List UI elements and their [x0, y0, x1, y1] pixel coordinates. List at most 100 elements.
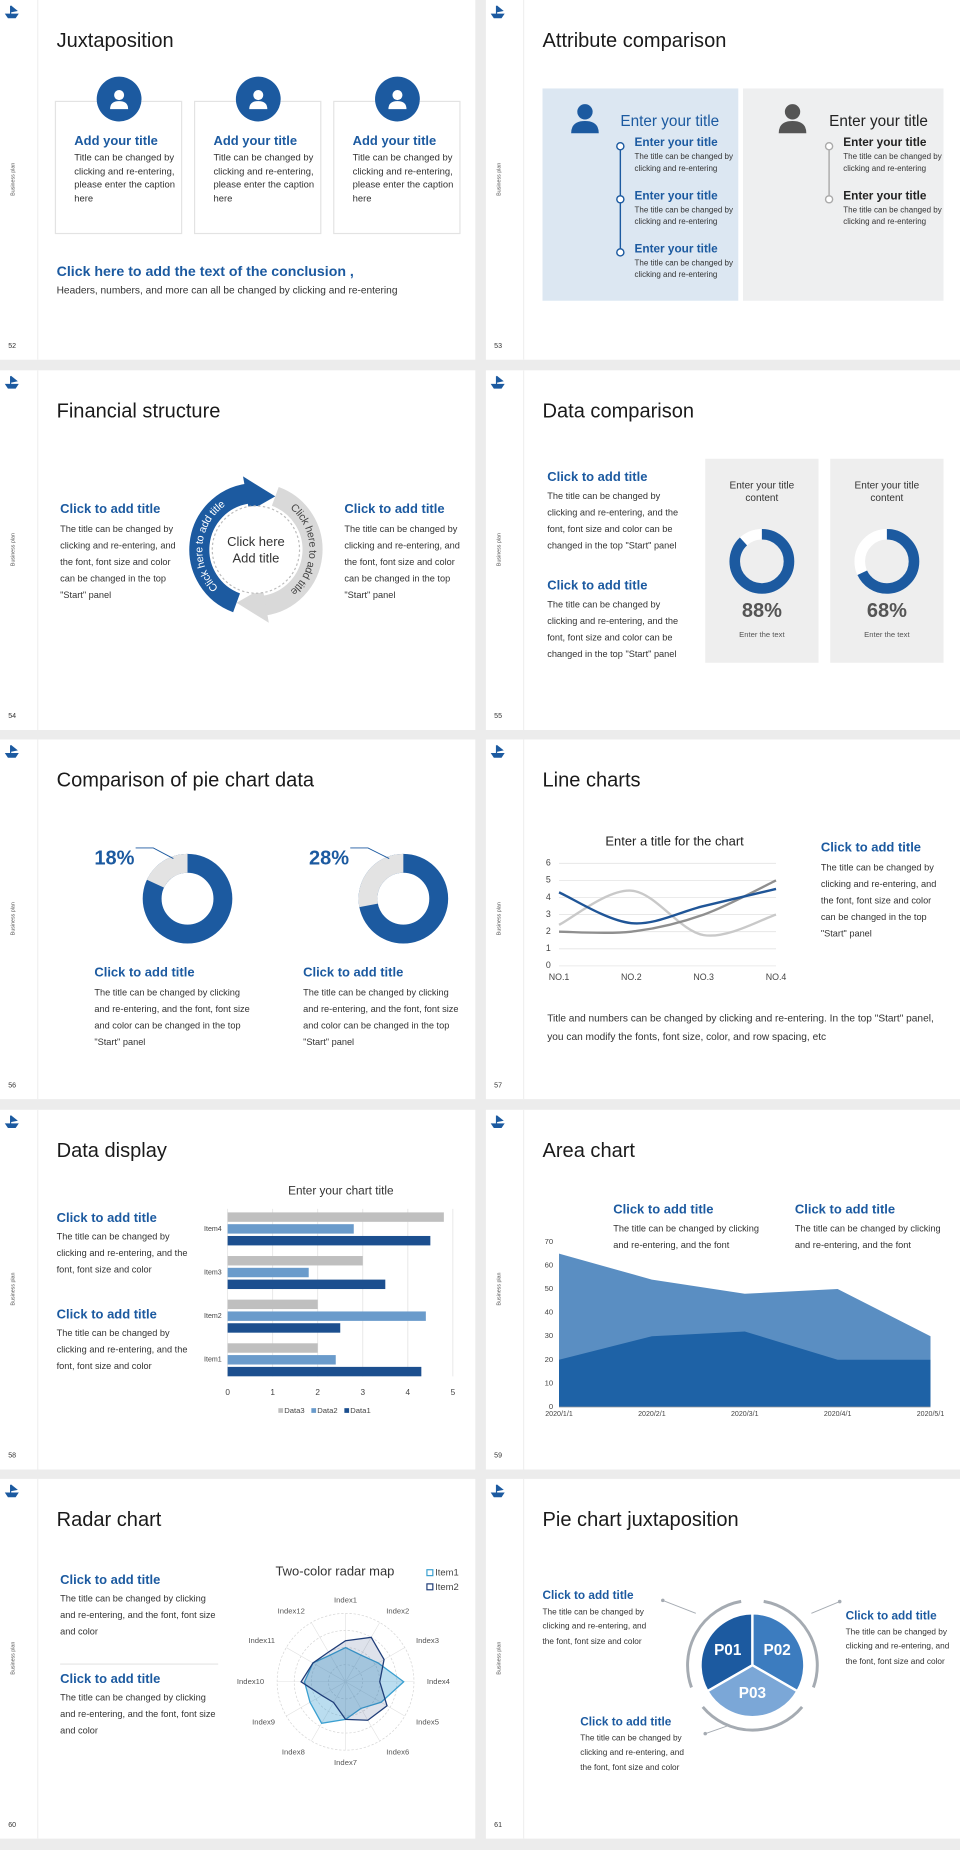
connector: [705, 1724, 730, 1735]
page-number: 61: [494, 1822, 502, 1829]
slide-title: Line charts: [542, 768, 641, 792]
bar: [227, 1267, 309, 1277]
y-tick-label: Item4: [204, 1225, 222, 1232]
slide-title: Financial structure: [56, 399, 221, 422]
arrow-head: [236, 587, 269, 623]
segment-label: P02: [764, 1642, 791, 1659]
radar-label: Index4: [427, 1677, 451, 1686]
leader-line: [350, 847, 390, 859]
card-title: Add your title: [74, 134, 158, 149]
text-body: The title can be changed by clicking and…: [613, 1222, 759, 1250]
item-text: The title can be changed by clicking and…: [843, 153, 942, 174]
legend-label: Item1: [435, 1567, 459, 1578]
radar-label: Index12: [278, 1606, 305, 1615]
item-text: The title can be changed by clicking and…: [60, 1593, 216, 1638]
card-text: Title can be changed by clicking and re-…: [352, 152, 454, 204]
logo: [4, 375, 19, 389]
slide-graphics: Business plan 52: [4, 0, 461, 360]
person-head: [253, 90, 264, 101]
item-text: The title can be changed by clicking and…: [634, 206, 733, 227]
slide-title: Juxtaposition: [56, 29, 174, 52]
y-tick-label: Item2: [204, 1312, 222, 1319]
donut-label: 28%: [309, 847, 349, 869]
text-body: The title can be changed by clicking and…: [794, 1222, 941, 1250]
slide-title: Pie chart juxtaposition: [542, 1508, 739, 1531]
x-tick-label: 5: [451, 1387, 456, 1396]
bar: [227, 1279, 386, 1289]
page-number: 54: [8, 713, 16, 720]
y-tick-label: 70: [545, 1236, 554, 1245]
gauge-arc: [854, 528, 920, 594]
text-body: The title can be changed by clicking and…: [542, 1608, 647, 1646]
y-tick-label: 0: [549, 1401, 553, 1410]
slide-graphics: Business plan 60 Two-color radar map Index1…: [4, 1478, 459, 1839]
page-number: 58: [8, 1452, 16, 1459]
y-tick-label: 40: [545, 1307, 554, 1316]
card-text: Title can be changed by clicking and re-…: [74, 152, 176, 204]
y-tick-label: 10: [545, 1378, 554, 1387]
x-tick-label: NO.4: [766, 972, 787, 982]
donut-slice: [358, 853, 449, 944]
slide: Business plan 58 Enter your chart title 0 1 2…: [0, 1109, 476, 1469]
x-tick-label: NO.2: [621, 972, 642, 982]
bar: [227, 1342, 318, 1353]
conclusion-text: Headers, numbers, and more can all be ch…: [56, 284, 398, 297]
card: [333, 100, 461, 235]
item-title: Click to add title: [60, 1672, 161, 1687]
chart-title: Enter a title for the chart: [605, 834, 744, 849]
y-tick-label: Item3: [204, 1269, 222, 1276]
radar-series: [300, 1636, 388, 1721]
x-tick-label: NO.3: [693, 972, 714, 982]
y-tick-label: 1: [546, 943, 551, 953]
text-title: Click to add title: [542, 1589, 634, 1603]
item-title: Enter your title: [634, 189, 718, 203]
legend-label: Data1: [350, 1406, 370, 1415]
side-label: Business plan: [496, 163, 502, 196]
x-tick-label: 2: [315, 1387, 320, 1396]
slide-graphics: Business plan 56 18% 28%: [4, 739, 449, 1100]
gauge-caption: Enter the text: [864, 629, 910, 638]
gauge-caption: Enter the text: [739, 629, 785, 638]
radar-label: Index2: [386, 1606, 409, 1615]
conclusion: Click here to add the text of the conclu…: [56, 262, 354, 280]
x-tick-label: 1: [270, 1387, 275, 1396]
logo: [490, 375, 505, 389]
radar-label: Index9: [252, 1717, 275, 1726]
item-text: The title can be changed by clicking and…: [547, 490, 679, 551]
item-title: Click to add title: [547, 469, 648, 485]
chart-title: Enter your chart title: [288, 1184, 394, 1197]
item-title: Click to add title: [56, 1307, 157, 1322]
bar: [227, 1299, 318, 1309]
cycle-arrow: [189, 483, 250, 612]
page-number: 52: [8, 343, 16, 350]
person-body: [571, 121, 599, 134]
slide: Business plan 57 Enter a title for the cha…: [485, 739, 960, 1100]
text-body: The title can be changed by clicking and…: [580, 1734, 684, 1772]
x-tick-label: 4: [406, 1387, 411, 1396]
y-tick-label: 0: [546, 960, 551, 970]
legend-swatch: [311, 1407, 317, 1413]
timeline-dot: [824, 195, 834, 204]
side-label: Business plan: [10, 532, 16, 565]
radar-spoke: [311, 1681, 346, 1742]
gauge-value: 88%: [742, 599, 782, 621]
side-label: Business plan: [496, 532, 502, 565]
pie-segment: [705, 1663, 799, 1719]
chart-title: Click to add title: [94, 965, 195, 981]
card-title: Add your title: [352, 134, 437, 149]
slide-title: Data display: [56, 1138, 167, 1162]
radar-spoke: [345, 1681, 405, 1717]
slide: Business plan 59 0 10 20 30 40 50 60 70 2020/1/1 20…: [485, 1109, 960, 1469]
column-text: The title can be changed by clicking and…: [344, 523, 460, 600]
slide-title: Area chart: [542, 1138, 636, 1162]
arrow-head: [243, 475, 276, 511]
panel: [742, 88, 944, 301]
x-tick-label: 2020/5/1: [917, 1410, 945, 1417]
radar-spoke: [345, 1647, 405, 1683]
y-tick-label: 60: [545, 1260, 554, 1269]
item-text: The title can be changed by clicking and…: [60, 1692, 216, 1737]
x-tick-label: NO.1: [549, 972, 570, 982]
legend-label: Data2: [317, 1406, 337, 1415]
person-head: [577, 104, 593, 120]
